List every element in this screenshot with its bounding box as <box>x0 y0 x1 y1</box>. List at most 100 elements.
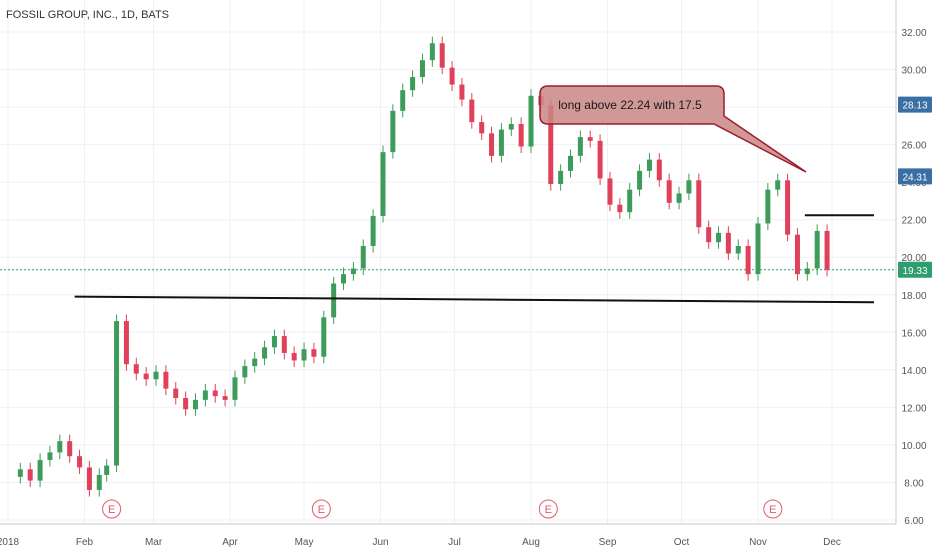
y-tick-label: 6.00 <box>904 516 924 527</box>
candle-body <box>104 465 110 475</box>
candle-body <box>439 43 445 68</box>
candle-body <box>321 317 327 357</box>
candle-body <box>410 77 416 91</box>
candle-body <box>380 152 386 216</box>
earnings-label: E <box>545 504 552 516</box>
candle-body <box>370 215 376 246</box>
candle-body <box>360 245 366 269</box>
y-tick-label: 30.00 <box>901 66 926 77</box>
time-axis-labels: 2018 Feb Mar Apr May Jun Jul Aug Sep Oct Nov Dec <box>0 537 841 548</box>
price-badge-label: 24.31 <box>902 172 927 183</box>
candle-body <box>725 232 731 254</box>
candle-body <box>479 122 485 134</box>
y-tick-label: 10.00 <box>901 441 926 452</box>
symbol-title: FOSSIL GROUP, INC., 1D, BATS <box>6 9 170 21</box>
candle-body <box>67 441 73 457</box>
candle-body <box>252 358 258 367</box>
earnings-label: E <box>769 504 776 516</box>
candle-body <box>350 268 356 275</box>
chart-grid <box>0 0 896 524</box>
candle-body <box>785 180 791 235</box>
candle-body <box>824 230 830 270</box>
candle-body <box>558 170 564 185</box>
x-tick-label: Mar <box>145 537 163 548</box>
candle-body <box>123 321 129 365</box>
x-tick-label: Jul <box>448 537 461 548</box>
y-tick-label: 14.00 <box>901 366 926 377</box>
price-badge <box>898 168 932 185</box>
candle-body <box>331 283 337 318</box>
candle-body <box>775 180 781 190</box>
earnings-marker <box>311 499 331 519</box>
earnings-marker <box>102 499 122 519</box>
candle-body <box>37 459 43 481</box>
candle-body <box>745 245 751 275</box>
price-badge-label: 19.33 <box>902 266 927 277</box>
candle-body <box>242 366 248 378</box>
x-tick-label: Aug <box>522 537 540 548</box>
y-tick-label: 12.00 <box>901 403 926 414</box>
candle-body <box>173 388 179 398</box>
candle-body <box>814 230 820 269</box>
x-tick-label: Nov <box>749 537 767 548</box>
x-tick-label: Oct <box>674 537 690 548</box>
candle-body <box>202 390 208 400</box>
candle-body <box>548 105 554 185</box>
candle-body <box>666 180 672 203</box>
candle-body <box>143 373 149 380</box>
earnings-marker <box>538 499 558 519</box>
candle-body <box>706 227 712 243</box>
candle-body <box>17 469 23 477</box>
candle-body <box>577 137 583 156</box>
candle-body <box>341 274 347 284</box>
support-trendline[interactable] <box>74 295 874 304</box>
candle-body <box>449 67 455 85</box>
candle-body <box>429 43 435 61</box>
candle-body <box>518 123 524 147</box>
candle-body <box>262 347 268 359</box>
candle-body <box>765 189 771 224</box>
candle-body <box>183 398 189 410</box>
y-tick-label: 16.00 <box>901 328 926 339</box>
earnings-label: E <box>108 504 115 516</box>
candle-body <box>96 474 102 490</box>
candle-body <box>390 110 396 153</box>
candle-body <box>133 364 139 374</box>
candle-body <box>489 133 495 156</box>
candle-body <box>567 155 573 171</box>
callout-box[interactable] <box>539 85 807 173</box>
candle-body <box>656 159 662 181</box>
candle-body <box>77 456 83 468</box>
candle-body <box>271 336 277 348</box>
x-tick-label: Jun <box>372 537 388 548</box>
callout-text: long above 22.24 with 17.5 <box>558 98 702 112</box>
candle-body <box>114 321 120 466</box>
x-tick-label: May <box>295 537 314 548</box>
y-tick-label: 20.00 <box>901 253 926 264</box>
y-tick-label: 18.00 <box>901 291 926 302</box>
candle-body <box>755 223 761 275</box>
x-tick-label: 2018 <box>0 537 20 548</box>
candle-body <box>301 349 307 361</box>
price-badge <box>898 261 932 278</box>
x-tick-label: Feb <box>76 537 94 548</box>
y-tick-label: 32.00 <box>901 28 926 39</box>
candle-body <box>47 452 53 460</box>
candle-body <box>212 390 218 397</box>
y-tick-label: 8.00 <box>904 478 924 489</box>
x-tick-label: Dec <box>823 537 841 548</box>
candle-body <box>627 189 633 213</box>
price-badge-label: 28.13 <box>902 101 927 112</box>
price-badges: 28.13 24.31 19.33 <box>898 96 932 278</box>
candle-body <box>676 193 682 203</box>
candle-body <box>498 129 504 156</box>
candle-body <box>597 140 603 179</box>
candle-body <box>617 204 623 213</box>
candle-body <box>716 232 722 243</box>
candle-body <box>459 84 465 100</box>
y-tick-label: 22.00 <box>901 216 926 227</box>
candle-body <box>419 60 425 78</box>
earnings-label: E <box>318 504 325 516</box>
